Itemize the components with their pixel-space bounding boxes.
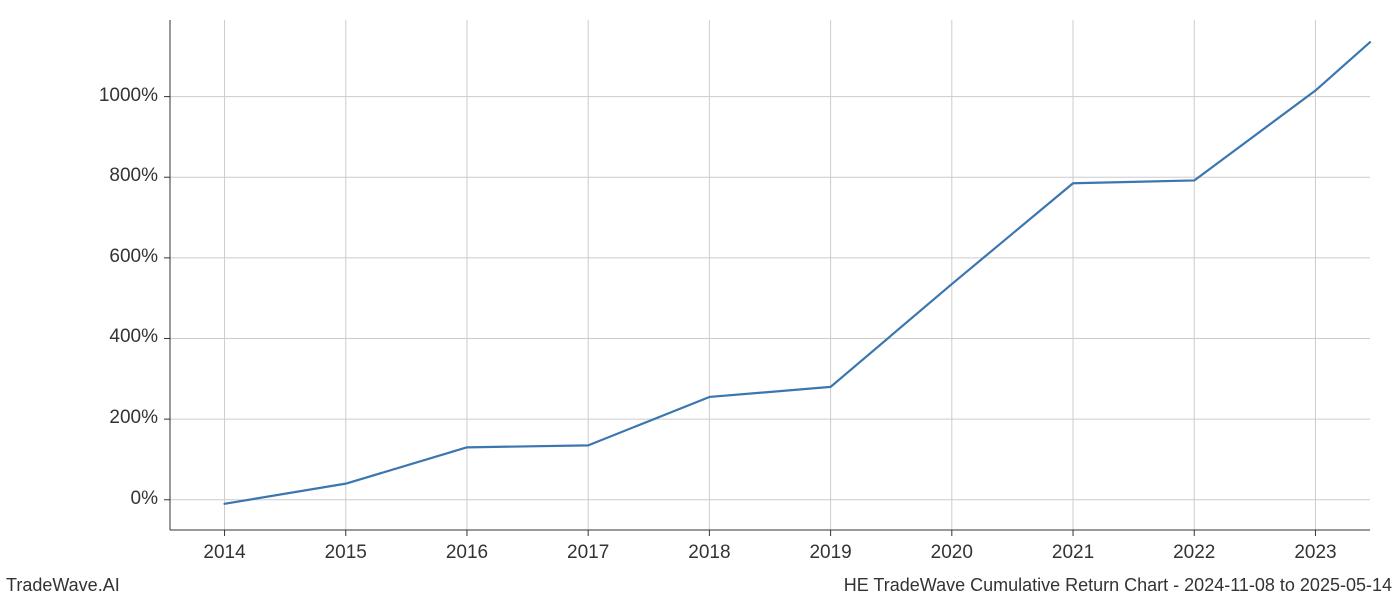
y-tick-label: 400%: [109, 326, 158, 348]
x-tick-label: 2020: [931, 542, 973, 564]
footer-right-label: HE TradeWave Cumulative Return Chart - 2…: [844, 575, 1392, 596]
x-tick-label: 2023: [1294, 542, 1336, 564]
x-tick-label: 2014: [203, 542, 245, 564]
y-tick-label: 200%: [109, 407, 158, 429]
y-tick-label: 800%: [109, 165, 158, 187]
y-tick-label: 600%: [109, 246, 158, 268]
x-tick-label: 2015: [325, 542, 367, 564]
x-tick-label: 2017: [567, 542, 609, 564]
x-tick-label: 2016: [446, 542, 488, 564]
line-chart: [0, 0, 1400, 600]
y-tick-label: 0%: [131, 488, 158, 510]
y-tick-label: 1000%: [99, 85, 158, 107]
x-tick-label: 2021: [1052, 542, 1094, 564]
x-tick-label: 2022: [1173, 542, 1215, 564]
x-tick-label: 2018: [688, 542, 730, 564]
chart-container: 0% 200% 400% 600% 800% 1000% 2014 2015 2016 2017…: [0, 0, 1400, 600]
footer-left-label: TradeWave.AI: [6, 575, 120, 596]
x-tick-label: 2019: [809, 542, 851, 564]
